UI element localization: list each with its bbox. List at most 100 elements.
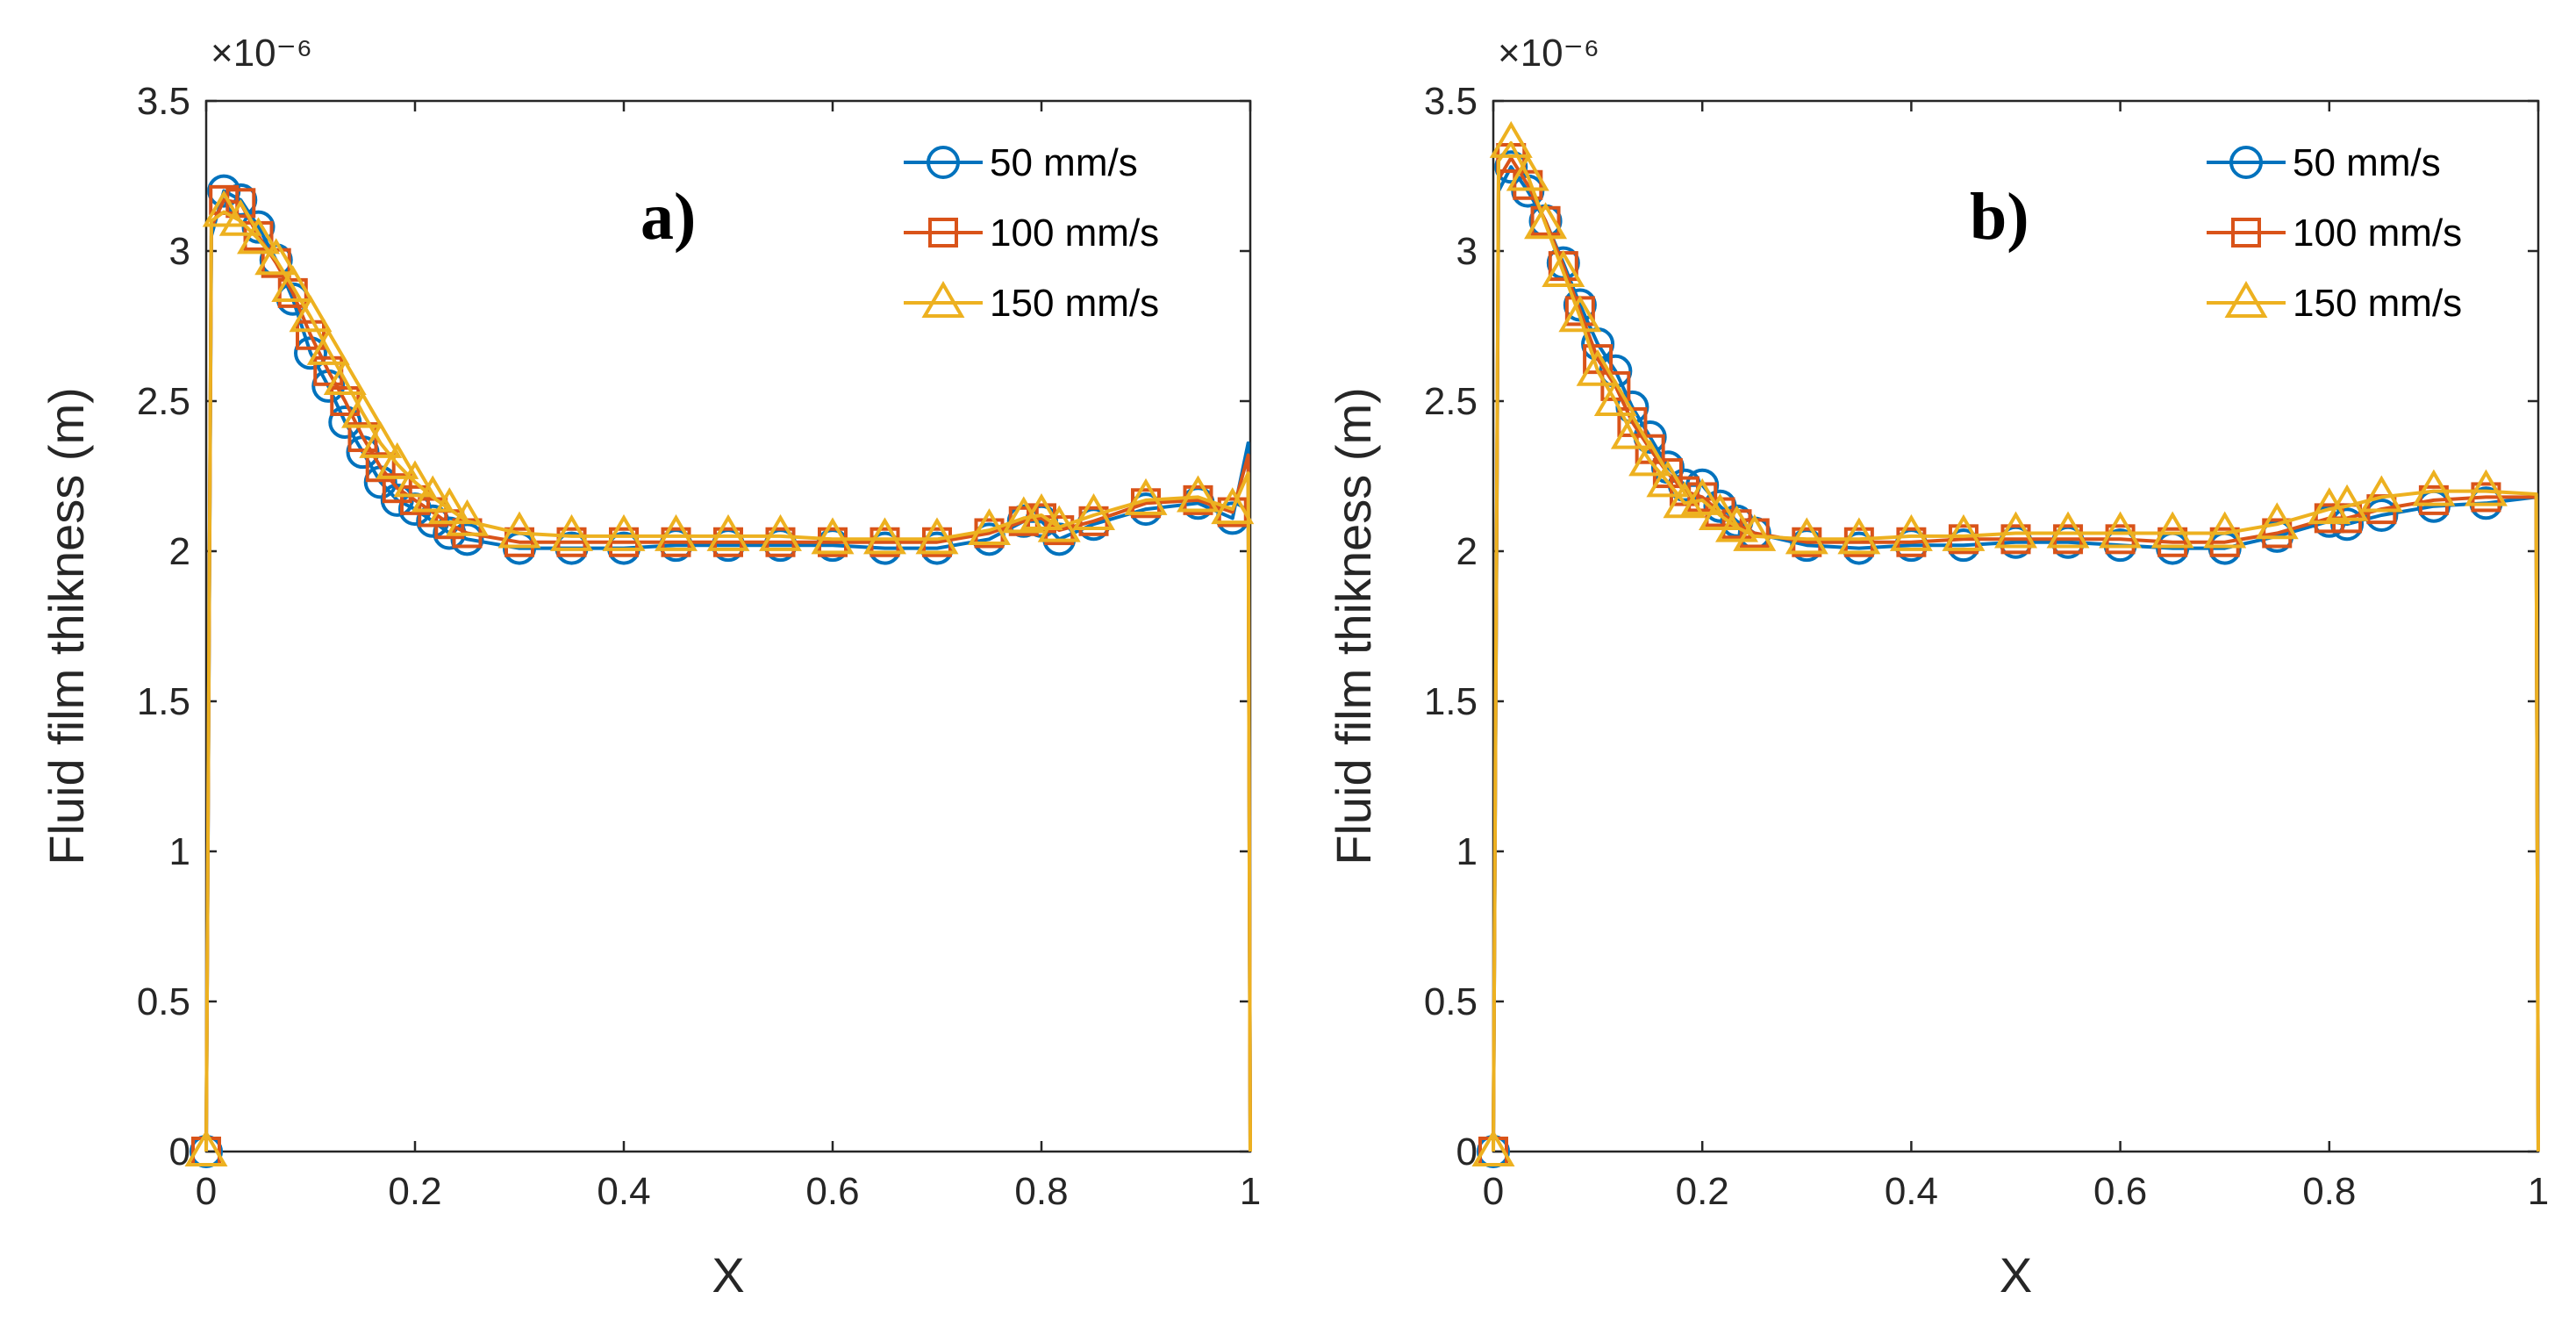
x-tick-label: 0.4	[597, 1170, 650, 1213]
data-point	[393, 460, 437, 498]
legend-marker	[2231, 218, 2261, 248]
data-point	[1663, 481, 1707, 519]
legend-marker	[928, 218, 958, 248]
data-point	[1576, 348, 1620, 386]
y-tick-label: 3	[1456, 230, 1478, 273]
data-point	[184, 1130, 228, 1166]
data-point	[497, 511, 541, 549]
x-tick-label: 0	[1483, 1170, 1504, 1213]
data-point	[1837, 517, 1881, 555]
legend: 50 mm/s 100 mm/s 150 mm/s	[904, 141, 1159, 325]
legend-marker	[927, 146, 960, 179]
data-point	[2412, 469, 2456, 506]
data-point	[2262, 518, 2293, 549]
data-point	[1610, 412, 1654, 449]
x-tick-label: 0.4	[1885, 1170, 1938, 1213]
data-point	[2157, 527, 2188, 557]
data-point	[218, 198, 262, 236]
x-tick-label: 0.8	[1014, 1170, 1068, 1213]
data-point	[1889, 513, 1933, 551]
data-point	[1942, 513, 1986, 551]
data-point	[411, 475, 454, 513]
data-point	[2418, 484, 2449, 515]
data-point	[1593, 379, 1637, 416]
chart-panel-b: 0 0.5 1 1.5 2 2.5 3 3.5 0 0.2 0.4 0.6 0.8 1 ×10⁻⁶ X Flui…	[1326, 32, 2549, 1303]
data-point	[2255, 502, 2299, 540]
y-tick-label: 0.5	[137, 980, 190, 1023]
data-point	[254, 238, 298, 276]
y-tick-label: 0.5	[1424, 980, 1478, 1023]
y-tick-label: 2.5	[1424, 380, 1478, 423]
data-point	[863, 517, 906, 555]
data-point	[365, 452, 396, 483]
data-point	[2464, 469, 2508, 506]
legend: 50 mm/s 100 mm/s 150 mm/s	[2207, 141, 2462, 325]
x-axis-label: X	[2000, 1247, 2032, 1303]
y-multiplier-label: ×10⁻⁶	[211, 32, 312, 75]
x-axis-label: X	[712, 1247, 744, 1303]
x-tick-label: 0.6	[805, 1170, 859, 1213]
y-tick-label: 3.5	[1424, 80, 1478, 123]
data-point	[550, 513, 593, 551]
data-point	[1994, 511, 2037, 549]
data-point	[602, 513, 646, 551]
data-point	[289, 295, 333, 333]
y-tick-label: 1.5	[137, 680, 190, 723]
data-point	[706, 513, 750, 551]
data-point	[323, 358, 367, 396]
data-point	[1513, 169, 1543, 200]
data-point	[1124, 477, 1168, 515]
data-point	[1072, 492, 1115, 530]
data-point	[504, 527, 534, 557]
x-tick-label: 0.8	[2302, 1170, 2356, 1213]
data-point	[237, 217, 280, 255]
chart-panel-a: 0 0.5 1 1.5 2 2.5 3 3.5 0 0.2 0.4 0.6 0.8 1 ×10⁻⁶ X Flui…	[39, 32, 1261, 1303]
x-tick-label: 1	[1240, 1170, 1261, 1213]
legend-entry: 150 mm/s	[2293, 282, 2462, 325]
data-point	[915, 517, 959, 555]
data-point	[1489, 120, 1533, 158]
data-point	[1506, 154, 1549, 191]
data-point	[296, 319, 326, 350]
data-point	[341, 391, 384, 428]
data-point	[2209, 527, 2240, 557]
data-point	[1680, 477, 1724, 515]
y-multiplier-label: ×10⁻⁶	[1498, 32, 1599, 75]
y-tick-label: 0	[169, 1130, 190, 1173]
data-point	[427, 487, 471, 525]
y-axis-label: Fluid film thikness (m)	[1326, 387, 1381, 865]
panel-label: b)	[1970, 180, 2029, 254]
data-point	[1715, 505, 1758, 542]
data-point	[1211, 487, 1255, 525]
y-tick-label: 1	[1456, 830, 1478, 873]
x-tick-label: 0.2	[1676, 1170, 1729, 1213]
y-tick-label: 2.5	[137, 380, 190, 423]
legend-entry: 100 mm/s	[2293, 212, 2462, 255]
data-point	[2203, 511, 2247, 549]
y-tick-label: 1.5	[1424, 680, 1478, 723]
legend-entry: 100 mm/s	[990, 212, 1159, 255]
series-triangle	[1471, 120, 2540, 1166]
data-point	[1177, 475, 1220, 513]
data-point	[1646, 460, 1690, 498]
data-point	[655, 513, 698, 551]
y-tick-label: 3	[169, 230, 190, 273]
data-point	[1542, 249, 1585, 287]
data-point	[1698, 492, 1742, 530]
data-point	[328, 405, 362, 439]
data-point	[2325, 484, 2369, 521]
data-point	[2046, 511, 2090, 549]
plot-area	[1492, 99, 2540, 1153]
y-axis-label: Fluid film thikness (m)	[39, 387, 94, 865]
data-point	[446, 499, 489, 536]
data-point	[1733, 513, 1777, 551]
legend-entry: 50 mm/s	[2293, 141, 2441, 184]
plot-area	[204, 99, 1252, 1153]
data-point	[2099, 511, 2143, 549]
x-tick-label: 0.2	[388, 1170, 441, 1213]
data-point	[2150, 511, 2194, 549]
series-line	[204, 197, 1252, 1152]
legend-marker	[2224, 281, 2268, 318]
data-point	[376, 441, 419, 479]
